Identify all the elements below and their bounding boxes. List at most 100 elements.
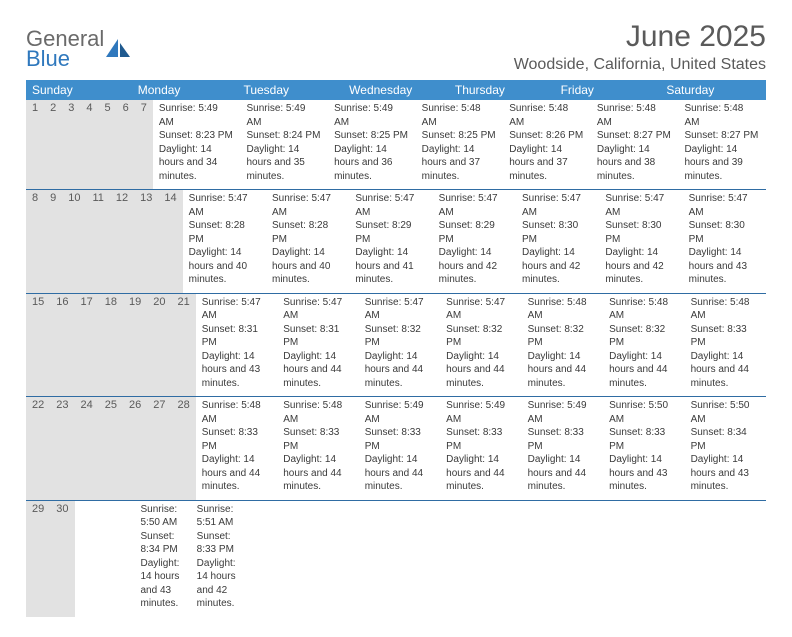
sunrise-line: Sunrise: 5:48 AM bbox=[509, 102, 585, 129]
sunrise-line: Sunrise: 5:47 AM bbox=[272, 192, 343, 219]
sunset-line: Sunset: 8:30 PM bbox=[605, 219, 676, 246]
daylight-line: Daylight: 14 hours and 44 minutes. bbox=[528, 453, 597, 494]
weekday-header-row: SundayMondayTuesdayWednesdayThursdayFrid… bbox=[26, 80, 766, 100]
sunrise-line: Sunrise: 5:49 AM bbox=[528, 399, 597, 426]
daylight-line: Daylight: 14 hours and 43 minutes. bbox=[609, 453, 678, 494]
calendar-day: Sunrise: 5:47 AMSunset: 8:32 PMDaylight:… bbox=[359, 294, 440, 397]
daylight-line: Daylight: 14 hours and 44 minutes. bbox=[609, 350, 678, 391]
daylight-line: Daylight: 14 hours and 39 minutes. bbox=[684, 143, 760, 184]
sunset-line: Sunset: 8:33 PM bbox=[609, 426, 678, 453]
location: Woodside, California, United States bbox=[514, 56, 766, 74]
day-details: Sunrise: 5:48 AMSunset: 8:27 PMDaylight:… bbox=[591, 100, 679, 189]
week-row: 22232425262728 Sunrise: 5:48 AMSunset: 8:… bbox=[26, 397, 766, 501]
sunset-line: Sunset: 8:31 PM bbox=[202, 323, 271, 350]
day-details: Sunrise: 5:48 AMSunset: 8:25 PMDaylight:… bbox=[416, 100, 504, 189]
calendar-day: Sunrise: 5:48 AMSunset: 8:27 PMDaylight:… bbox=[678, 100, 766, 189]
day-details: Sunrise: 5:47 AMSunset: 8:28 PMDaylight:… bbox=[183, 190, 266, 293]
day-number: 30 bbox=[50, 501, 74, 617]
calendar-day bbox=[415, 501, 471, 617]
sunrise-line: Sunrise: 5:50 AM bbox=[141, 503, 185, 530]
weekday-header: Sunday bbox=[26, 80, 132, 100]
day-details: Sunrise: 5:50 AMSunset: 8:34 PMDaylight:… bbox=[685, 397, 766, 500]
day-number: 12 bbox=[110, 190, 134, 293]
day-details: Sunrise: 5:47 AMSunset: 8:32 PMDaylight:… bbox=[359, 294, 440, 397]
sunrise-line: Sunrise: 5:48 AM bbox=[528, 296, 597, 323]
calendar-day bbox=[471, 501, 527, 617]
weekday-header: Wednesday bbox=[343, 80, 449, 100]
calendar-day: Sunrise: 5:49 AMSunset: 8:33 PMDaylight:… bbox=[522, 397, 603, 500]
logo-line2: Blue bbox=[26, 48, 104, 70]
day-number: 22 bbox=[26, 397, 50, 500]
day-details: Sunrise: 5:47 AMSunset: 8:31 PMDaylight:… bbox=[196, 294, 277, 397]
day-details: Sunrise: 5:47 AMSunset: 8:30 PMDaylight:… bbox=[599, 190, 682, 293]
calendar-day: Sunrise: 5:49 AMSunset: 8:24 PMDaylight:… bbox=[240, 100, 328, 189]
sunrise-line: Sunrise: 5:47 AM bbox=[446, 296, 515, 323]
sunset-line: Sunset: 8:33 PM bbox=[202, 426, 271, 453]
weekday-header: Tuesday bbox=[237, 80, 343, 100]
day-body-row: Sunrise: 5:47 AM Sunset: 8:28 PM Daylight:… bbox=[183, 190, 766, 293]
daynum-row: 891011121314 bbox=[26, 190, 183, 293]
day-number: 7 bbox=[135, 100, 153, 189]
calendar-day: Sunrise: 5:48 AMSunset: 8:32 PMDaylight:… bbox=[522, 294, 603, 397]
sunrise-line: Sunrise: 5:48 AM bbox=[597, 102, 673, 129]
day-details: Sunrise: 5:48 AMSunset: 8:33 PMDaylight:… bbox=[685, 294, 766, 397]
sunrise-line: Sunrise: 5:49 AM bbox=[159, 102, 235, 129]
sunset-line: Sunset: 8:33 PM bbox=[691, 323, 760, 350]
calendar-day: Sunrise: 5:51 AMSunset: 8:33 PMDaylight:… bbox=[191, 501, 247, 617]
sunset-line: Sunset: 8:27 PM bbox=[597, 129, 673, 143]
sunset-line: Sunset: 8:31 PM bbox=[283, 323, 352, 350]
daylight-line: Daylight: 14 hours and 42 minutes. bbox=[522, 246, 593, 287]
calendar-day: Sunrise: 5:49 AMSunset: 8:23 PMDaylight:… bbox=[153, 100, 241, 189]
calendar-day: Sunrise: 5:50 AMSunset: 8:33 PMDaylight:… bbox=[603, 397, 684, 500]
daynum-row: 1234567 bbox=[26, 100, 153, 189]
calendar-day: Sunrise: 5:49 AMSunset: 8:25 PMDaylight:… bbox=[328, 100, 416, 189]
sunset-line: Sunset: 8:32 PM bbox=[446, 323, 515, 350]
day-details bbox=[471, 501, 527, 509]
sunset-line: Sunset: 8:23 PM bbox=[159, 129, 235, 143]
calendar-day: Sunrise: 5:49 AMSunset: 8:33 PMDaylight:… bbox=[440, 397, 521, 500]
daylight-line: Daylight: 14 hours and 40 minutes. bbox=[272, 246, 343, 287]
sunrise-line: Sunrise: 5:51 AM bbox=[197, 503, 241, 530]
day-details: Sunrise: 5:47 AMSunset: 8:29 PMDaylight:… bbox=[433, 190, 516, 293]
weekday-header: Thursday bbox=[449, 80, 555, 100]
day-details: Sunrise: 5:47 AMSunset: 8:32 PMDaylight:… bbox=[440, 294, 521, 397]
daylight-line: Daylight: 14 hours and 44 minutes. bbox=[283, 350, 352, 391]
calendar-day: Sunrise: 5:48 AMSunset: 8:33 PMDaylight:… bbox=[277, 397, 358, 500]
sunrise-line: Sunrise: 5:48 AM bbox=[691, 296, 760, 323]
calendar-day: Sunrise: 5:47 AMSunset: 8:29 PMDaylight:… bbox=[349, 190, 432, 293]
calendar-day: Sunrise: 5:47 AMSunset: 8:31 PMDaylight:… bbox=[196, 294, 277, 397]
day-number: 19 bbox=[123, 294, 147, 397]
day-details bbox=[359, 501, 415, 509]
calendar-day: Sunrise: 5:47 AMSunset: 8:32 PMDaylight:… bbox=[440, 294, 521, 397]
sunset-line: Sunset: 8:33 PM bbox=[446, 426, 515, 453]
sunset-line: Sunset: 8:24 PM bbox=[246, 129, 322, 143]
sunrise-line: Sunrise: 5:50 AM bbox=[609, 399, 678, 426]
day-number: 29 bbox=[26, 501, 50, 617]
sunrise-line: Sunrise: 5:49 AM bbox=[365, 399, 434, 426]
sunset-line: Sunset: 8:28 PM bbox=[189, 219, 260, 246]
day-details: Sunrise: 5:48 AMSunset: 8:32 PMDaylight:… bbox=[522, 294, 603, 397]
calendar-day: Sunrise: 5:50 AMSunset: 8:34 PMDaylight:… bbox=[135, 501, 191, 617]
daylight-line: Daylight: 14 hours and 41 minutes. bbox=[355, 246, 426, 287]
day-number: 17 bbox=[75, 294, 99, 397]
sunset-line: Sunset: 8:27 PM bbox=[684, 129, 760, 143]
sunset-line: Sunset: 8:30 PM bbox=[522, 219, 593, 246]
calendar: SundayMondayTuesdayWednesdayThursdayFrid… bbox=[26, 80, 766, 617]
sunset-line: Sunset: 8:25 PM bbox=[334, 129, 410, 143]
day-details: Sunrise: 5:49 AMSunset: 8:33 PMDaylight:… bbox=[522, 397, 603, 500]
daylight-line: Daylight: 14 hours and 43 minutes. bbox=[691, 453, 760, 494]
day-number bbox=[123, 501, 135, 617]
day-number: 9 bbox=[44, 190, 62, 293]
daynum-row: 22232425262728 bbox=[26, 397, 196, 500]
day-details: Sunrise: 5:48 AMSunset: 8:33 PMDaylight:… bbox=[277, 397, 358, 500]
calendar-day: Sunrise: 5:47 AMSunset: 8:31 PMDaylight:… bbox=[277, 294, 358, 397]
day-number: 8 bbox=[26, 190, 44, 293]
day-details: Sunrise: 5:51 AMSunset: 8:33 PMDaylight:… bbox=[191, 501, 247, 617]
sunset-line: Sunset: 8:26 PM bbox=[509, 129, 585, 143]
weekday-header: Friday bbox=[555, 80, 661, 100]
day-number: 15 bbox=[26, 294, 50, 397]
logo: General Blue bbox=[26, 28, 132, 70]
daylight-line: Daylight: 14 hours and 44 minutes. bbox=[446, 453, 515, 494]
weekday-header: Monday bbox=[132, 80, 238, 100]
day-number: 26 bbox=[123, 397, 147, 500]
